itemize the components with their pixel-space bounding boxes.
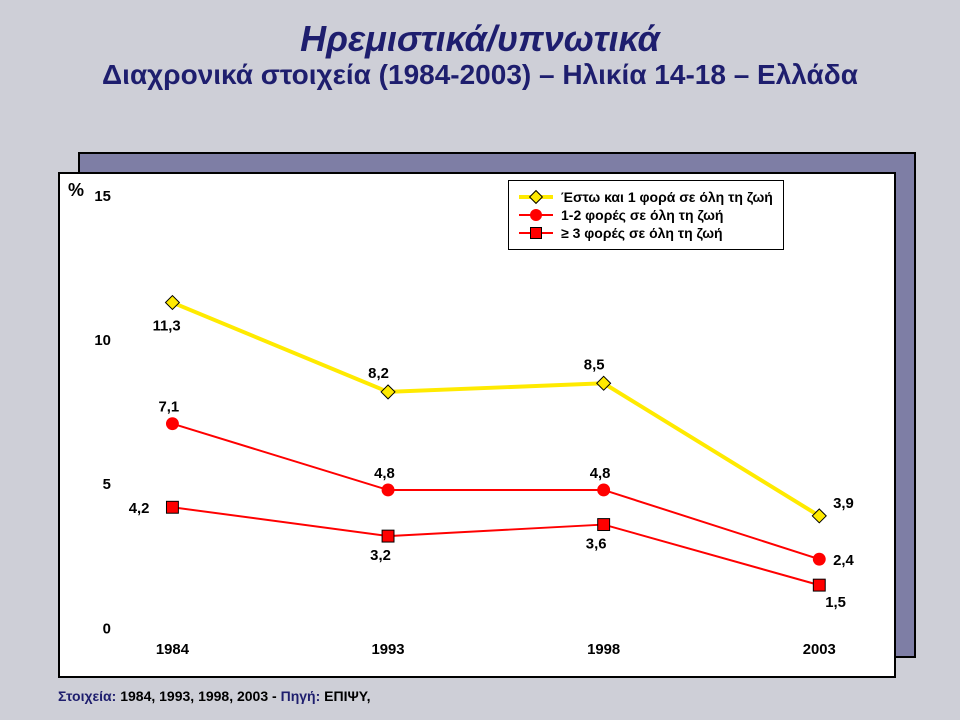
- svg-text:0: 0: [103, 621, 111, 637]
- chart-source: Στοιχεία: 1984, 1993, 1998, 2003 - Πηγή:…: [58, 688, 371, 704]
- svg-text:8,5: 8,5: [584, 357, 605, 373]
- legend-label: ≥ 3 φορές σε όλη τη ζωή: [561, 225, 723, 241]
- svg-text:10: 10: [94, 333, 111, 349]
- svg-text:5: 5: [103, 477, 111, 493]
- title-line1: Ηρεμιστικά/υπνωτικά: [0, 18, 960, 59]
- legend-swatch: [519, 208, 553, 222]
- legend-label: Έστω και 1 φορά σε όλη τη ζωή: [561, 189, 773, 205]
- svg-text:1993: 1993: [371, 642, 404, 658]
- legend-swatch: [519, 190, 553, 204]
- source-suffix-label: Πηγή:: [281, 688, 321, 704]
- svg-text:3,2: 3,2: [370, 548, 391, 564]
- source-suffix-text: ΕΠΙΨΥ,: [320, 688, 370, 704]
- legend-item: Έστω και 1 φορά σε όλη τη ζωή: [519, 189, 773, 205]
- percent-label: %: [68, 180, 84, 201]
- legend-item: ≥ 3 φορές σε όλη τη ζωή: [519, 225, 773, 241]
- svg-text:2,4: 2,4: [833, 553, 854, 569]
- svg-text:7,1: 7,1: [159, 400, 180, 416]
- title-line2: Διαχρονικά στοιχεία (1984-2003) – Ηλικία…: [0, 59, 960, 91]
- legend-label: 1-2 φορές σε όλη τη ζωή: [561, 207, 723, 223]
- legend-swatch: [519, 226, 553, 240]
- svg-text:3,9: 3,9: [833, 496, 854, 512]
- svg-text:4,2: 4,2: [129, 501, 150, 517]
- svg-text:11,3: 11,3: [153, 318, 181, 334]
- svg-text:4,8: 4,8: [590, 466, 611, 482]
- legend-box: Έστω και 1 φορά σε όλη τη ζωή 1-2 φορές σ…: [508, 180, 784, 250]
- svg-text:1,5: 1,5: [825, 595, 846, 611]
- svg-text:8,2: 8,2: [368, 366, 389, 382]
- page: Ηρεμιστικά/υπνωτικά Διαχρονικά στοιχεία …: [0, 0, 960, 720]
- svg-text:3,6: 3,6: [586, 536, 607, 552]
- svg-text:1998: 1998: [587, 642, 620, 658]
- chart-title: Ηρεμιστικά/υπνωτικά Διαχρονικά στοιχεία …: [0, 0, 960, 92]
- svg-text:1984: 1984: [156, 642, 190, 658]
- svg-text:15: 15: [94, 189, 111, 205]
- svg-text:2003: 2003: [803, 642, 836, 658]
- source-body: 1984, 1993, 1998, 2003 -: [116, 688, 280, 704]
- source-prefix: Στοιχεία:: [58, 688, 116, 704]
- legend-item: 1-2 φορές σε όλη τη ζωή: [519, 207, 773, 223]
- svg-text:4,8: 4,8: [374, 466, 395, 482]
